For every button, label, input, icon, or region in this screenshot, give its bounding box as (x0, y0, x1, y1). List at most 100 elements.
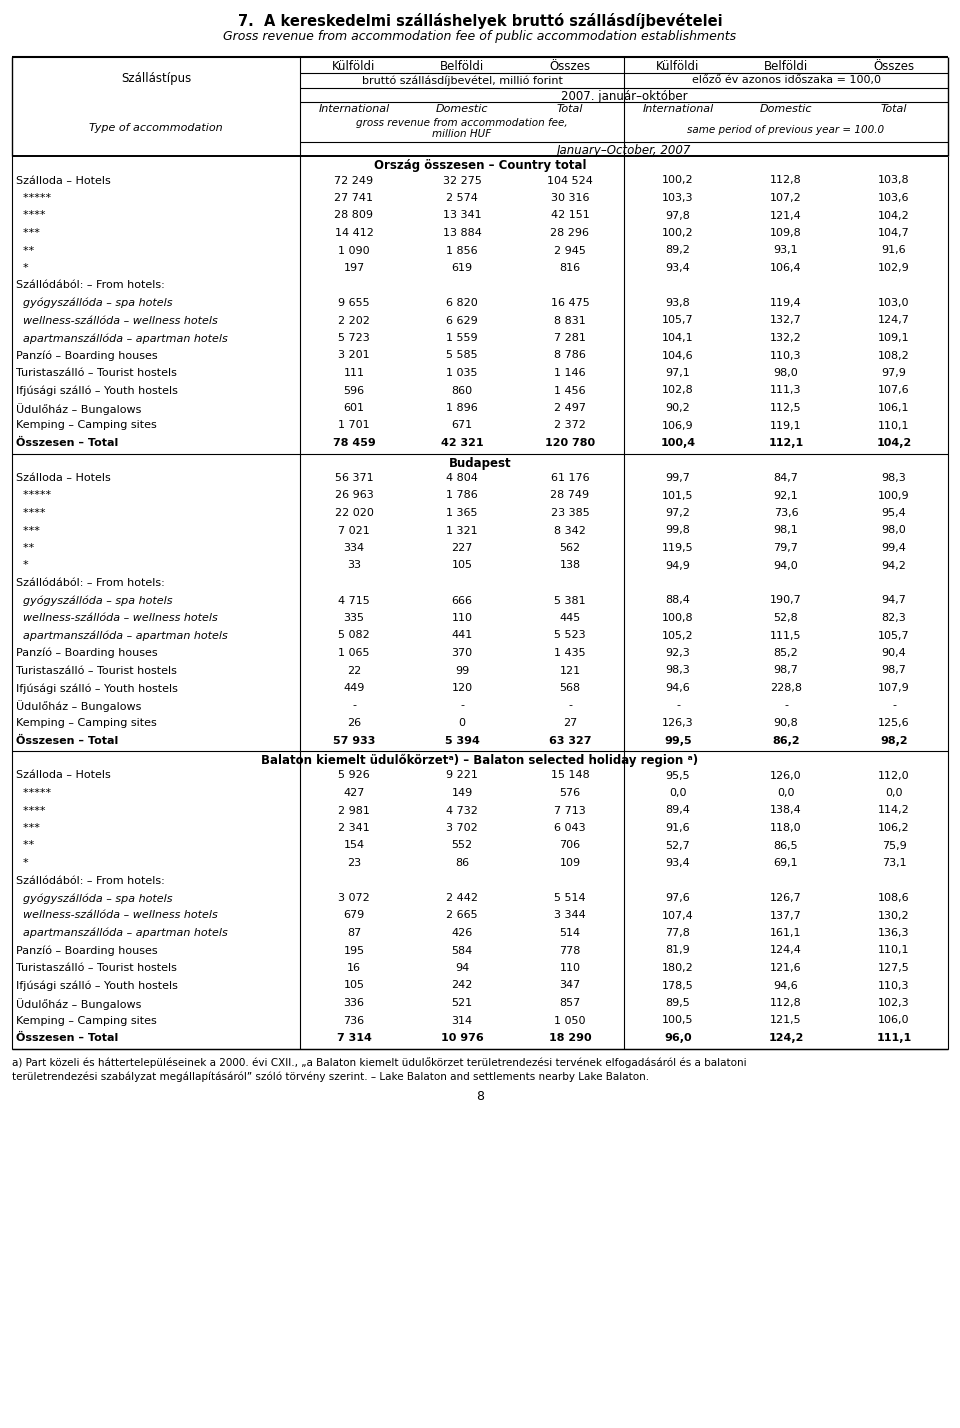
Text: 90,8: 90,8 (774, 718, 799, 728)
Text: 15 148: 15 148 (551, 771, 589, 781)
Text: 112,1: 112,1 (768, 438, 804, 448)
Text: Total: Total (557, 104, 584, 114)
Text: Összes: Összes (549, 60, 590, 73)
Text: ***: *** (16, 228, 40, 238)
Text: 138,4: 138,4 (770, 805, 802, 815)
Text: 52,7: 52,7 (665, 841, 690, 851)
Text: 0: 0 (459, 718, 466, 728)
Text: 88,4: 88,4 (665, 595, 690, 605)
Text: Szállódából: – From hotels:: Szállódából: – From hotels: (16, 875, 165, 885)
Text: 5 394: 5 394 (444, 735, 479, 745)
Text: 99,8: 99,8 (665, 526, 690, 536)
Text: 1 786: 1 786 (446, 490, 478, 500)
Text: 5 723: 5 723 (338, 333, 370, 343)
Text: 449: 449 (344, 683, 365, 693)
Text: Üdulőház – Bungalows: Üdulőház – Bungalows (16, 998, 141, 1010)
Text: 94: 94 (455, 962, 469, 972)
Text: 1 456: 1 456 (554, 386, 586, 396)
Text: 8 831: 8 831 (554, 316, 586, 326)
Text: 314: 314 (451, 1015, 472, 1025)
Text: 4 715: 4 715 (338, 595, 370, 605)
Text: 13 341: 13 341 (443, 210, 481, 220)
Text: 427: 427 (344, 788, 365, 798)
Text: 42 321: 42 321 (441, 438, 483, 448)
Text: Belföldi: Belföldi (764, 60, 808, 73)
Text: 3 344: 3 344 (554, 911, 586, 921)
Text: 93,4: 93,4 (665, 263, 690, 273)
Text: 6 820: 6 820 (446, 298, 478, 308)
Text: 78 459: 78 459 (332, 438, 375, 448)
Text: gyógyszállóda – spa hotels: gyógyszállóda – spa hotels (16, 595, 173, 605)
Text: 101,5: 101,5 (662, 490, 694, 500)
Text: *: * (16, 561, 29, 571)
Text: 110,1: 110,1 (878, 420, 910, 430)
Text: 109: 109 (560, 858, 581, 868)
Text: 521: 521 (451, 998, 472, 1008)
Text: 126,7: 126,7 (770, 892, 802, 902)
Text: 124,4: 124,4 (770, 945, 802, 955)
Text: ****: **** (16, 805, 45, 815)
Text: 132,2: 132,2 (770, 333, 802, 343)
Text: 5 523: 5 523 (554, 631, 586, 641)
Text: 33: 33 (347, 561, 361, 571)
Text: 5 381: 5 381 (554, 595, 586, 605)
Text: **: ** (16, 841, 35, 851)
Text: 110: 110 (451, 613, 472, 623)
Text: 102,9: 102,9 (878, 263, 910, 273)
Text: 84,7: 84,7 (774, 473, 799, 483)
Text: 107,4: 107,4 (662, 911, 694, 921)
Text: 100,9: 100,9 (878, 490, 910, 500)
Text: 1 035: 1 035 (446, 368, 478, 378)
Text: Szállástípus: Szállástípus (121, 71, 191, 86)
Text: 126,0: 126,0 (770, 771, 802, 781)
Text: Turistaszálló – Tourist hostels: Turistaszálló – Tourist hostels (16, 665, 177, 675)
Text: 95,5: 95,5 (665, 771, 690, 781)
Text: 7 314: 7 314 (337, 1032, 372, 1042)
Text: 111,1: 111,1 (876, 1032, 912, 1042)
Text: 1 090: 1 090 (338, 246, 370, 256)
Text: 552: 552 (451, 841, 472, 851)
Text: Üdulőház – Bungalows: Üdulőház – Bungalows (16, 403, 141, 416)
Text: 28 296: 28 296 (550, 228, 589, 238)
Text: 63 327: 63 327 (549, 735, 591, 745)
Text: 8 342: 8 342 (554, 526, 586, 536)
Text: Panzíó – Boarding houses: Panzíó – Boarding houses (16, 350, 157, 361)
Text: 4 804: 4 804 (446, 473, 478, 483)
Text: 94,9: 94,9 (665, 561, 690, 571)
Text: apartmanszállóda – apartman hotels: apartmanszállóda – apartman hotels (16, 333, 228, 344)
Text: 107,2: 107,2 (770, 193, 802, 203)
Text: 110,1: 110,1 (878, 945, 910, 955)
Text: 5 585: 5 585 (446, 350, 478, 360)
Text: 99,4: 99,4 (881, 543, 906, 553)
Text: 89,2: 89,2 (665, 246, 690, 256)
Text: *: * (16, 263, 29, 273)
Text: 97,9: 97,9 (881, 368, 906, 378)
Text: 98,7: 98,7 (881, 665, 906, 675)
Text: 98,2: 98,2 (880, 735, 908, 745)
Text: 103,8: 103,8 (878, 176, 910, 186)
Text: International: International (319, 104, 390, 114)
Text: 106,2: 106,2 (878, 823, 910, 833)
Text: 111,5: 111,5 (770, 631, 802, 641)
Text: 2 341: 2 341 (338, 823, 370, 833)
Text: 161,1: 161,1 (770, 928, 802, 938)
Text: 95,4: 95,4 (881, 508, 906, 518)
Text: 94,0: 94,0 (774, 561, 799, 571)
Text: 106,1: 106,1 (878, 403, 910, 413)
Text: -: - (784, 701, 788, 711)
Text: 100,8: 100,8 (662, 613, 694, 623)
Text: Ifjúsági szálló – Youth hostels: Ifjúsági szálló – Youth hostels (16, 386, 178, 396)
Text: 111,3: 111,3 (770, 386, 802, 396)
Text: 596: 596 (344, 386, 365, 396)
Text: 126,3: 126,3 (662, 718, 694, 728)
Text: 0,0: 0,0 (885, 788, 902, 798)
Text: 1 365: 1 365 (446, 508, 478, 518)
Text: 97,1: 97,1 (665, 368, 690, 378)
Text: 666: 666 (451, 595, 472, 605)
Text: 99,7: 99,7 (665, 473, 690, 483)
Text: 120 780: 120 780 (545, 438, 595, 448)
Text: Külföldi: Külföldi (657, 60, 700, 73)
Text: 56 371: 56 371 (335, 473, 373, 483)
Text: 28 749: 28 749 (550, 490, 589, 500)
Text: 85,2: 85,2 (774, 648, 799, 658)
